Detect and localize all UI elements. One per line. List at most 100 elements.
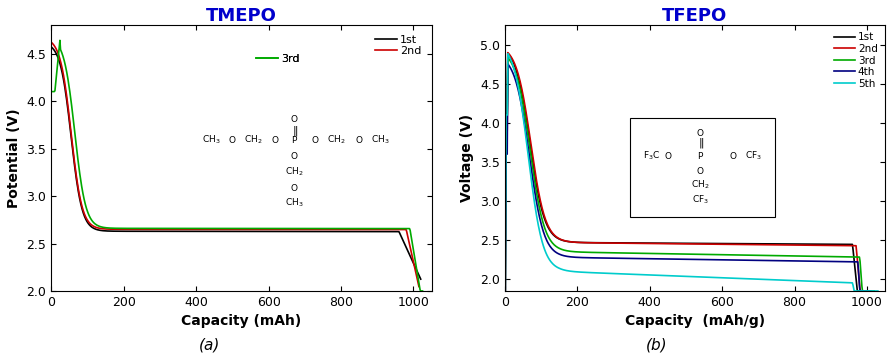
2nd (866, 289, 877, 293)
5th (749, 277, 760, 281)
2nd (716, 242, 727, 246)
Text: $\mathrm{O}$: $\mathrm{O}$ (697, 127, 705, 138)
4th (715, 258, 726, 262)
3rd (415, 289, 426, 293)
Title: TFEPO: TFEPO (663, 7, 728, 25)
Text: $\mathrm{F_3C}$: $\mathrm{F_3C}$ (642, 149, 660, 162)
1st (263, 229, 274, 234)
2nd (46, 40, 56, 44)
Text: $\mathrm{CH_3}$: $\mathrm{CH_3}$ (202, 133, 221, 146)
1st (503, 51, 513, 55)
1st (141, 229, 152, 233)
4th (775, 259, 786, 263)
1st (664, 241, 675, 245)
X-axis label: Capacity (mAh): Capacity (mAh) (181, 315, 302, 328)
Text: $\mathrm{O}$: $\mathrm{O}$ (271, 134, 280, 145)
3rd (214, 226, 225, 231)
2nd (745, 243, 755, 247)
Text: $\mathrm{P}$: $\mathrm{P}$ (291, 134, 298, 145)
Bar (630, 118, 775, 216)
Text: $\mathrm{O}$: $\mathrm{O}$ (290, 150, 299, 161)
2nd (291, 227, 302, 232)
1st (293, 229, 304, 234)
1st (864, 289, 874, 293)
3rd (503, 55, 513, 60)
2nd (263, 227, 273, 232)
3rd (46, 89, 56, 94)
1st (415, 277, 426, 281)
1st (213, 229, 224, 233)
4th (744, 258, 755, 262)
5th (566, 269, 577, 274)
3rd (565, 249, 576, 253)
1st (743, 241, 754, 246)
Text: $\mathrm{O}$: $\mathrm{O}$ (664, 150, 672, 161)
Legend: 3rd: 3rd (251, 49, 305, 68)
4th (594, 256, 605, 260)
Line: 2nd: 2nd (505, 53, 872, 353)
4th (865, 289, 876, 293)
5th (596, 271, 606, 275)
3rd (265, 226, 276, 231)
5th (872, 289, 883, 293)
5th (720, 276, 730, 280)
Text: $\mathrm{O}$: $\mathrm{O}$ (355, 134, 363, 145)
Y-axis label: Potential (V): Potential (V) (7, 108, 21, 208)
Text: $\mathrm{O}$: $\mathrm{O}$ (290, 113, 299, 124)
X-axis label: Capacity  (mAh/g): Capacity (mAh/g) (625, 315, 765, 328)
3rd (595, 251, 605, 255)
3rd (326, 226, 337, 231)
3rd (778, 254, 789, 258)
Line: 3rd: 3rd (51, 40, 422, 291)
1st (112, 229, 122, 233)
1st (774, 242, 785, 246)
2nd (666, 241, 677, 246)
5th (781, 278, 792, 282)
2nd (413, 285, 424, 289)
3rd (113, 226, 123, 231)
Y-axis label: Voltage (V): Voltage (V) (460, 114, 474, 202)
4th (503, 62, 513, 66)
Text: $\mathrm{CF_3}$: $\mathrm{CF_3}$ (746, 149, 763, 162)
Line: 1st: 1st (51, 47, 421, 279)
4th (665, 257, 676, 261)
3rd (869, 289, 880, 293)
2nd (111, 227, 121, 231)
Text: $\mathrm{CH_2}$: $\mathrm{CH_2}$ (244, 133, 263, 146)
Title: TMEPO: TMEPO (206, 7, 277, 25)
1st (714, 241, 725, 246)
1st (594, 241, 605, 245)
3rd (747, 253, 757, 257)
3rd (667, 252, 678, 256)
5th (669, 274, 680, 278)
Text: $\mathrm{CH_2}$: $\mathrm{CH_2}$ (691, 178, 710, 191)
Text: $\mathrm{O}$: $\mathrm{O}$ (290, 182, 299, 193)
Text: $\mathrm{CH_2}$: $\mathrm{CH_2}$ (327, 133, 346, 146)
Text: $\mathrm{O}$: $\mathrm{O}$ (729, 150, 738, 161)
Line: 4th: 4th (505, 64, 871, 353)
Line: 5th: 5th (505, 54, 878, 353)
2nd (140, 227, 151, 232)
1st (564, 240, 575, 244)
2nd (776, 243, 787, 247)
Text: $\mathrm{CH_2}$: $\mathrm{CH_2}$ (286, 165, 304, 178)
Text: $\mathrm{O}$: $\mathrm{O}$ (312, 134, 320, 145)
Text: $\|$: $\|$ (697, 136, 704, 150)
Line: 1st: 1st (505, 53, 869, 353)
2nd (213, 227, 223, 232)
2nd (565, 240, 576, 244)
Text: $\mathrm{O}$: $\mathrm{O}$ (697, 164, 705, 175)
3rd (417, 289, 428, 293)
Text: $\mathrm{CF_3}$: $\mathrm{CF_3}$ (692, 193, 709, 205)
Legend: 1st, 2nd, 3rd, 4th, 5th: 1st, 2nd, 3rd, 4th, 5th (832, 30, 880, 91)
Text: (b): (b) (646, 337, 667, 352)
5th (503, 52, 513, 56)
Text: $\mathrm{O}$: $\mathrm{O}$ (228, 134, 236, 145)
3rd (142, 226, 153, 231)
2nd (503, 50, 513, 55)
3rd (718, 253, 729, 257)
1st (46, 45, 56, 49)
Text: $\|$: $\|$ (292, 125, 297, 138)
Text: (a): (a) (199, 337, 221, 352)
3rd (295, 226, 305, 231)
